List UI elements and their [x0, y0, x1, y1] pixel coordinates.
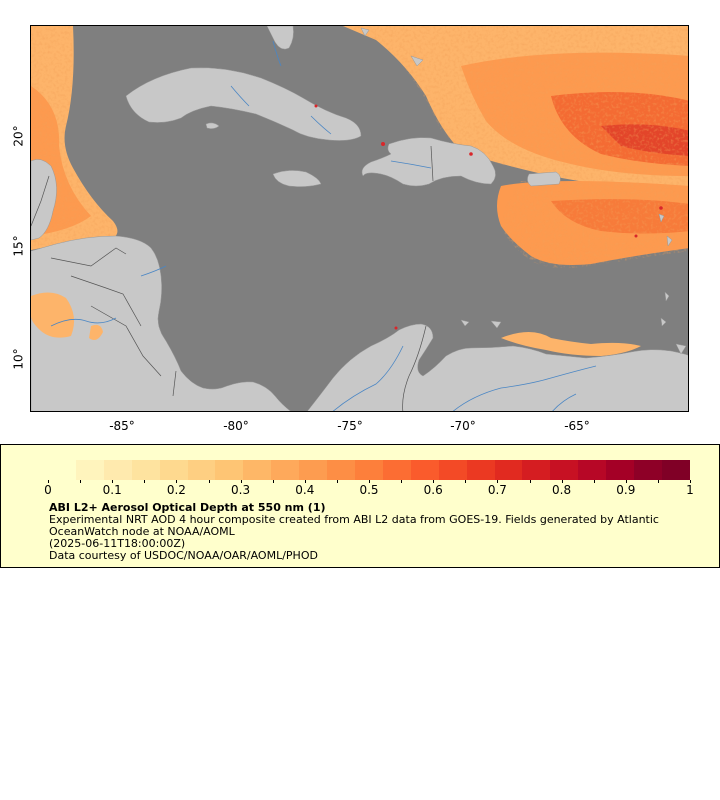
- aod-hotspots: [314, 104, 663, 330]
- colorbar-tick-mark: [240, 480, 242, 483]
- lat-label-15: 15°: [11, 235, 26, 257]
- colorbar-tick-label: 0.8: [552, 483, 572, 497]
- legend-panel: 0 0.1 0.2 0.3 0.4 0.5 0.6 0.7 0.8 0.9 1 ABI L2+ Ae…: [0, 444, 720, 568]
- colorbar-swatch: [410, 460, 439, 480]
- land: [31, 26, 688, 411]
- legend-timestamp: (2025-06-11T18:00:00Z): [49, 537, 186, 550]
- colorbar-swatch: [634, 460, 662, 480]
- aod-coastal-south: [31, 292, 641, 356]
- colorbar-swatch: [48, 460, 76, 480]
- colorbar-tick-label: 1: [686, 483, 694, 497]
- colorbar-tick-label: 0.6: [423, 483, 443, 497]
- lon-label-80: -80°: [223, 419, 249, 433]
- colorbar-swatch: [578, 460, 607, 480]
- colorbar-tick-mark: [48, 480, 49, 483]
- colorbar-swatch: [522, 460, 551, 480]
- colorbar-swatch: [550, 460, 579, 480]
- rivers: [50, 40, 597, 411]
- colorbar-tick-mark: [369, 480, 370, 483]
- colorbar-swatch: [131, 460, 160, 480]
- lon-label-70: -70°: [450, 419, 476, 433]
- colorbar-tick-label: 0.3: [231, 483, 251, 497]
- colorbar-tick-mark: [272, 480, 274, 483]
- colorbar-tick-mark: [657, 480, 659, 483]
- colorbar-tick-mark: [561, 480, 563, 483]
- colorbar-tick-mark: [690, 480, 691, 483]
- colorbar-tick-label: 0.4: [295, 483, 315, 497]
- colorbar-tick-mark: [593, 480, 595, 483]
- colorbar-swatch: [661, 460, 690, 480]
- colorbar-tick-mark: [497, 480, 499, 483]
- colorbar-tick-mark: [529, 480, 531, 483]
- colorbar-tick-mark: [112, 480, 114, 483]
- colorbar-tick-label: 0.9: [616, 483, 636, 497]
- colorbar-swatch: [243, 460, 272, 480]
- legend-credit: Data courtesy of USDOC/NOAA/OAR/AOML/PHO…: [49, 549, 318, 562]
- colorbar-tick-label: 0.1: [102, 483, 122, 497]
- colorbar-tick-mark: [176, 480, 178, 483]
- colorbar-swatch: [494, 460, 523, 480]
- lat-label-20: 20°: [11, 125, 26, 147]
- lon-label-75: -75°: [337, 419, 363, 433]
- colorbar-swatch: [215, 460, 244, 480]
- colorbar-tick-mark: [433, 480, 435, 483]
- colorbar-swatch: [466, 460, 495, 480]
- colorbar: [48, 460, 690, 480]
- colorbar-tick-mark: [401, 480, 403, 483]
- colorbar-swatch: [438, 460, 467, 480]
- colorbar-swatch: [382, 460, 411, 480]
- colorbar-tick-label: 0.5: [359, 483, 379, 497]
- lat-label-10: 10°: [11, 348, 26, 370]
- colorbar-tick-mark: [625, 480, 627, 483]
- colorbar-tick-mark: [208, 480, 210, 483]
- colorbar-tick-mark: [465, 480, 467, 483]
- colorbar-swatch: [327, 460, 355, 480]
- colorbar-swatch: [159, 460, 188, 480]
- colorbar-swatch: [606, 460, 635, 480]
- colorbar-tick-label: 0.2: [166, 483, 186, 497]
- lon-label-85: -85°: [109, 419, 135, 433]
- colorbar-tick-mark: [304, 480, 306, 483]
- colorbar-swatch: [271, 460, 300, 480]
- colorbar-swatch: [187, 460, 216, 480]
- map-canvas: [31, 26, 688, 411]
- colorbar-swatch: [103, 460, 132, 480]
- legend-title: ABI L2+ Aerosol Optical Depth at 550 nm …: [49, 501, 326, 514]
- country-borders: [31, 145, 434, 411]
- colorbar-tick-mark: [336, 480, 338, 483]
- colorbar-tick-label: 0: [44, 483, 52, 497]
- aod-map: [30, 25, 689, 412]
- legend-description: Experimental NRT AOD 4 hour composite cr…: [49, 513, 659, 538]
- colorbar-tick-mark: [144, 480, 146, 483]
- colorbar-swatch: [299, 460, 328, 480]
- lon-label-65: -65°: [564, 419, 590, 433]
- colorbar-swatch: [354, 460, 383, 480]
- colorbar-swatch: [75, 460, 104, 480]
- colorbar-tick-mark: [80, 480, 82, 483]
- colorbar-tick-label: 0.7: [487, 483, 507, 497]
